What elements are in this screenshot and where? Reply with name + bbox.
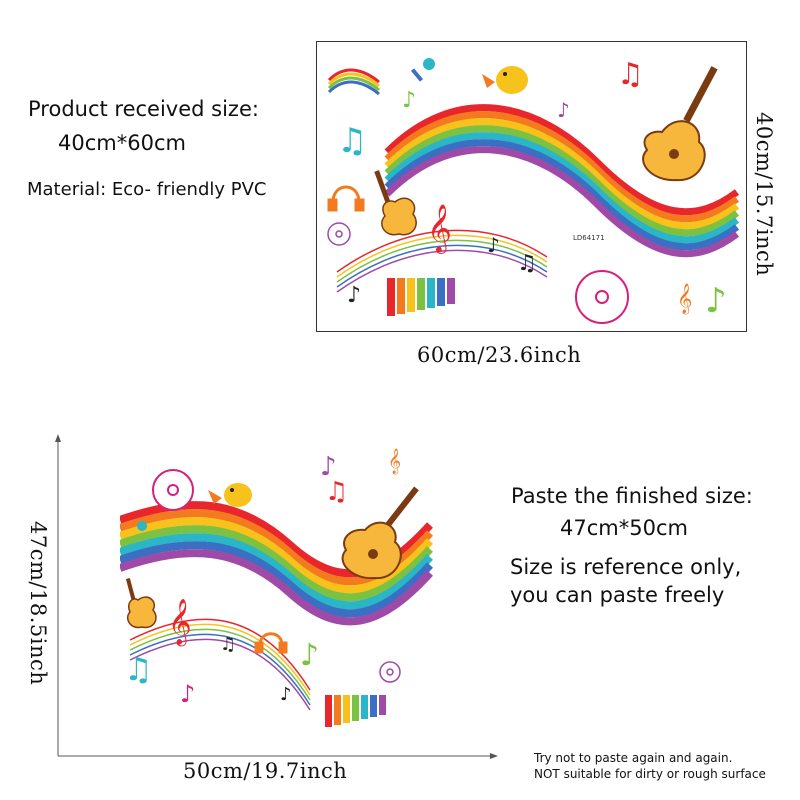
guitar-icon [125,578,157,629]
warning-line1: Try not to paste again and again. [534,751,733,765]
music-note-icon: ♪ [705,281,727,321]
received-size-heading: Product received size: [28,97,259,121]
music-note-icon: ♫ [617,57,644,92]
music-staff [336,229,548,293]
music-note-icon: ♪ [320,452,337,482]
guitar-icon [642,66,718,182]
music-note-icon: ♫ [517,251,537,276]
received-width-label: 60cm/23.6inch [417,343,582,367]
treble-clef-icon: 𝄞 [677,283,692,315]
treble-clef-icon: 𝄞 [427,203,452,254]
cd-disc-icon [575,270,629,324]
finished-size-value: 47cm*50cm [560,516,688,540]
finished-width-label: 50cm/19.7inch [183,759,348,783]
xylophone-icon [325,695,386,727]
microphone-icon [137,521,147,531]
cd-disc-icon [152,469,194,511]
music-staff [129,618,311,711]
size-note-line1: Size is reference only, [510,555,742,579]
music-note-icon: ♫ [220,634,236,655]
size-axes [55,434,498,759]
size-note-line2: you can paste freely [510,583,725,607]
music-note-icon: ♪ [487,233,500,257]
music-note-icon: ♪ [280,684,292,705]
rainbow-wave [384,104,740,258]
music-note-icon: ♫ [337,121,367,161]
sheet-code-label: LD64171 [573,234,605,242]
music-note-icon: ♪ [402,88,416,113]
small-rainbow [327,68,380,96]
sticker-sheet-preview: 𝄞 𝄞 ♫ ♪ ♫ ♪ ♪ ♫ ♪ ♪ LD64171 [316,41,747,332]
received-height-label: 40cm/15.7inch [752,112,776,277]
material-label: Material: Eco- friendly PVC [27,179,267,200]
bird-icon [482,66,528,94]
headphones-icon [327,185,365,212]
finished-size-heading: Paste the finished size: [511,484,753,508]
music-note-icon: ♪ [557,98,570,122]
guitar-icon [341,486,419,580]
finished-artwork: 𝄞 𝄞 ♫ ♪ ♫ ♪ ♪ ♫ ♪ [120,448,433,727]
guitar-icon [374,170,417,236]
music-note-icon: ♪ [300,638,319,673]
treble-clef-icon: 𝄞 [388,448,401,474]
music-note-icon: ♫ [124,650,153,688]
music-note-icon: ♫ [325,477,348,507]
treble-clef-icon: 𝄞 [168,599,192,647]
warning-line2: NOT suitable for dirty or rough surface [534,767,766,781]
headphones-icon [254,632,288,654]
finished-height-label: 47cm/18.5inch [26,521,50,686]
received-size-value: 40cm*60cm [58,131,186,155]
microphone-icon [410,58,435,82]
music-note-icon: ♪ [347,283,361,308]
sticker-sheet-artwork: 𝄞 𝄞 ♫ ♪ ♫ ♪ ♪ ♫ ♪ ♪ LD64171 [327,57,740,324]
bird-icon [208,483,252,507]
cd-disc-icon [379,661,401,683]
cd-disc-icon [327,222,351,246]
music-note-icon: ♪ [180,680,195,708]
xylophone-icon [387,278,455,316]
